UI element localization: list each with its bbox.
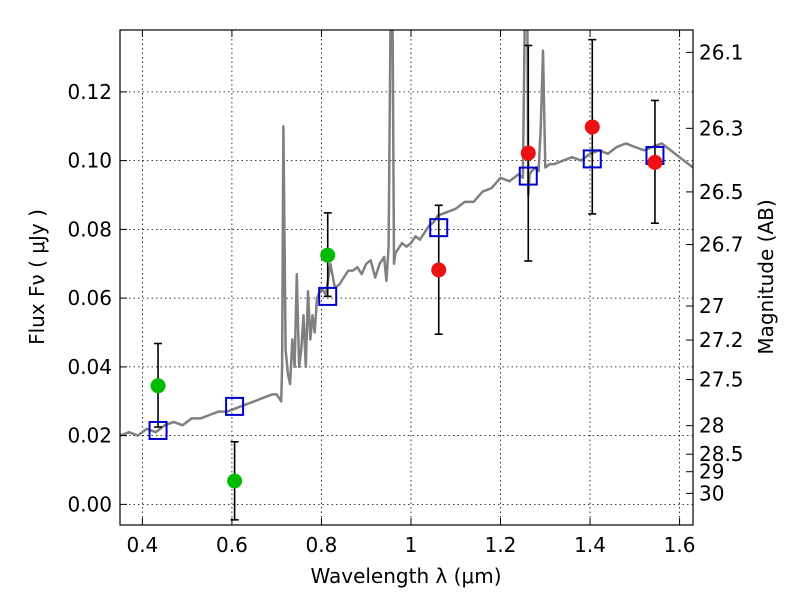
right-tick-label: 29 (699, 460, 724, 484)
y-tick-label: 0.02 (67, 424, 112, 448)
x-tick-label: 1 (405, 533, 418, 557)
model-photometry-square (429, 218, 449, 238)
right-axis-label: Magnitude (AB) (754, 199, 778, 354)
x-tick-label: 1.6 (664, 533, 696, 557)
right-tick-label: 30 (699, 481, 724, 505)
photometry-point (647, 154, 663, 170)
y-tick-label: 0.08 (67, 217, 112, 241)
x-tick-label: 0.8 (306, 533, 338, 557)
photometry-point (227, 473, 243, 489)
model-photometry-square (518, 166, 538, 186)
y-axis-label: Flux Fν ( μJy ) (25, 209, 49, 345)
x-axis-label: Wavelength λ (μm) (310, 564, 501, 588)
series-layer (120, 30, 693, 521)
right-tick-label: 27 (699, 294, 724, 318)
grid-lines (120, 30, 693, 525)
x-tick-label: 1.4 (574, 533, 606, 557)
model-photometry-square (148, 420, 168, 440)
right-tick-label: 26.3 (699, 116, 744, 140)
right-tick-label: 26.5 (699, 180, 744, 204)
model-photometry-square (225, 396, 245, 416)
right-tick-label: 27.2 (699, 328, 744, 352)
x-tick-label: 0.6 (216, 533, 248, 557)
right-tick-label: 26.7 (699, 233, 744, 257)
y-tick-label: 0.12 (67, 80, 112, 104)
photometry-point (320, 247, 336, 263)
axis-ticks: 0.4 0.6 0.8 1 1.2 1.4 1.6 0.00 0.02 0.04 0.06 0.08 0… (67, 30, 744, 557)
plot-frame (119, 29, 694, 526)
x-tick-label: 0.4 (126, 533, 158, 557)
sed-model-line (120, 30, 693, 437)
right-tick-label: 28 (699, 414, 724, 438)
photometry-point (150, 378, 166, 394)
y-tick-label: 0.00 (67, 492, 112, 516)
right-tick-label: 27.5 (699, 368, 744, 392)
right-tick-label: 26.1 (699, 40, 744, 64)
photometry-point (431, 262, 447, 278)
photometry-point (584, 119, 600, 135)
right-tick-label: 28.5 (699, 442, 744, 466)
y-tick-label: 0.10 (67, 149, 112, 173)
plot-area-background (120, 30, 693, 525)
model-photometry-square (318, 286, 338, 306)
y-tick-label: 0.06 (67, 286, 112, 310)
model-photometry-square (582, 149, 602, 169)
x-tick-label: 1.2 (485, 533, 517, 557)
y-tick-label: 0.04 (67, 355, 112, 379)
photometry-point (520, 145, 536, 161)
